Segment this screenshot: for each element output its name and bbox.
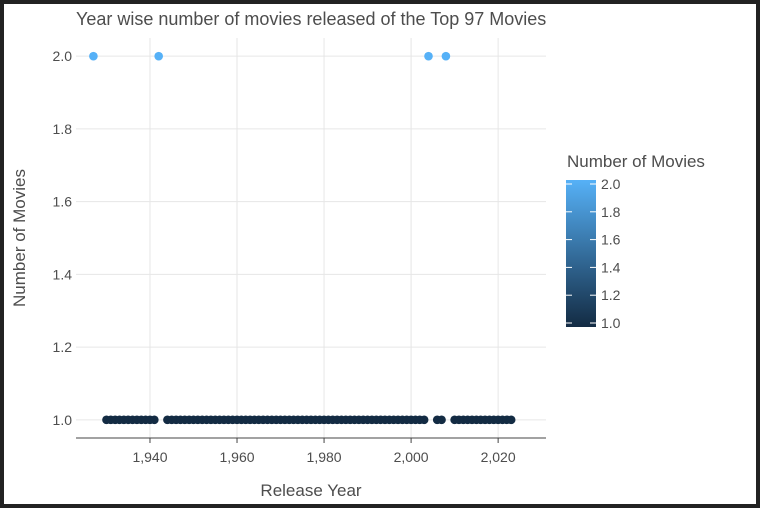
- y-axis-title: Number of Movies: [10, 169, 29, 307]
- legend-tick-label: 1.8: [601, 204, 621, 220]
- legend-tick-label: 1.0: [601, 315, 621, 331]
- data-point: [506, 415, 516, 425]
- data-point: [441, 51, 451, 61]
- chart-title: Year wise number of movies released of t…: [76, 9, 546, 29]
- data-point: [424, 51, 433, 61]
- grid-lines: [76, 38, 546, 438]
- x-tick-label: 1,980: [307, 449, 342, 465]
- data-point: [89, 51, 98, 61]
- legend-title: Number of Movies: [567, 152, 705, 171]
- x-tick-label: 2,020: [481, 449, 516, 465]
- y-tick-label: 1.8: [53, 121, 73, 137]
- color-legend: Number of Movies 1.0 1.2 1.4 1.6 1.8 2.0: [566, 152, 705, 331]
- y-tick-label: 1.6: [53, 194, 73, 210]
- y-tick-label: 1.0: [53, 412, 73, 428]
- x-axis-title: Release Year: [260, 481, 361, 500]
- data-point: [437, 415, 446, 425]
- x-tick-label: 2,000: [394, 449, 429, 465]
- legend-ticks: 1.0 1.2 1.4 1.6 1.8 2.0: [566, 176, 621, 331]
- legend-tick-label: 1.2: [601, 287, 621, 303]
- legend-tick-label: 1.4: [601, 259, 621, 275]
- y-axis-ticks: 1.0 1.2 1.4 1.6 1.8 2.0: [53, 48, 73, 428]
- legend-tick-label: 1.6: [601, 232, 621, 248]
- data-points: [89, 51, 516, 425]
- y-tick-label: 1.4: [53, 266, 73, 282]
- data-point: [154, 51, 163, 61]
- x-tick-label: 1,940: [132, 449, 167, 465]
- x-tick-label: 1,960: [219, 449, 254, 465]
- legend-tick-label: 2.0: [601, 176, 621, 192]
- y-tick-label: 1.2: [53, 339, 73, 355]
- legend-colorbar: [566, 180, 596, 327]
- data-point: [150, 415, 159, 425]
- y-tick-label: 2.0: [53, 48, 73, 64]
- x-axis-ticks: 1,940 1,960 1,980 2,000 2,020: [132, 438, 516, 465]
- data-point: [419, 415, 429, 425]
